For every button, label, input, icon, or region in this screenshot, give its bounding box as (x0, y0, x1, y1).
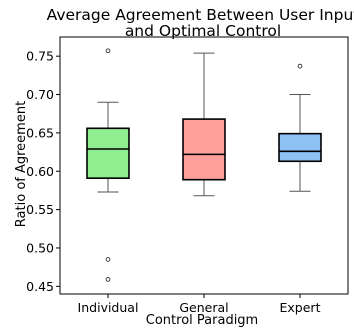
x-axis-label: Control Paradigm (146, 313, 258, 328)
box-body (278, 132, 322, 163)
box-general (182, 52, 226, 197)
box-individual (86, 48, 130, 282)
y-tick-label: 0.50 (26, 240, 54, 255)
x-axis: Individual General Expert (78, 294, 321, 315)
y-tick-label: 0.45 (26, 279, 54, 294)
y-axis-label: Ratio of Agreement (14, 101, 29, 227)
y-tick-label: 0.70 (26, 87, 54, 102)
box-body (86, 127, 130, 179)
y-tick-label: 0.60 (26, 164, 54, 179)
x-tick-label: Individual (78, 300, 139, 315)
outlier-point (105, 257, 111, 262)
y-tick-label: 0.65 (26, 125, 54, 140)
x-tick-label: Expert (280, 300, 321, 315)
x-tick-label: General (179, 300, 228, 315)
chart-title: Average Agreement Between User Input and… (47, 6, 354, 40)
boxes-layer (86, 48, 322, 282)
y-axis: 0.45 0.50 0.55 0.60 0.65 0.70 0.75 (26, 49, 60, 294)
box-body (182, 118, 226, 181)
box-expert (278, 63, 322, 192)
outlier-point (297, 63, 303, 69)
outlier-point (105, 48, 111, 54)
chart-title-line-2: and Optimal Control (125, 22, 281, 40)
y-tick-label: 0.75 (26, 49, 54, 64)
y-tick-label: 0.55 (26, 202, 54, 217)
outlier-point (105, 277, 111, 282)
chart-title-line-1: Average Agreement Between User Input (47, 6, 354, 24)
